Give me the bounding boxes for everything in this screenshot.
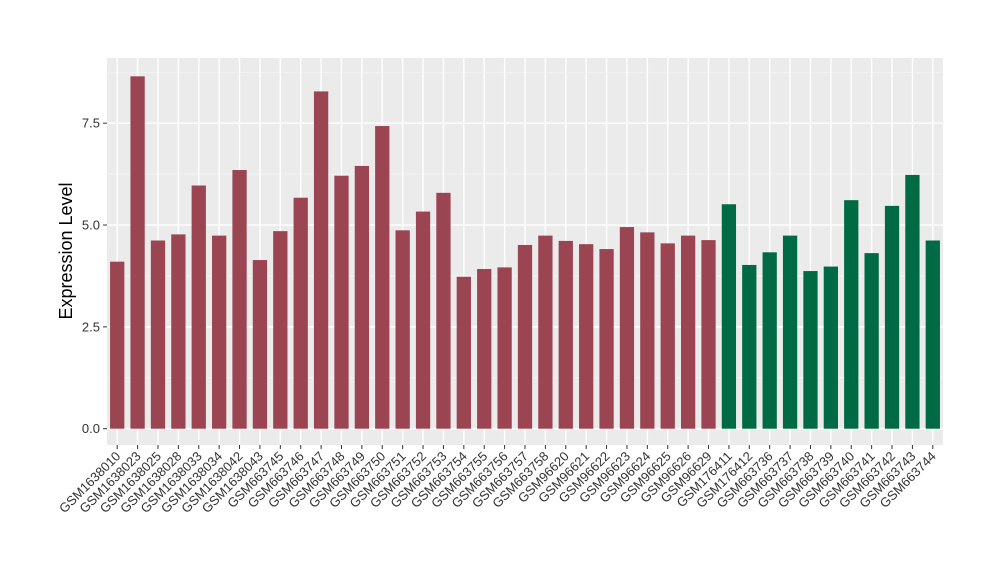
bar	[619, 227, 635, 429]
bar	[252, 260, 268, 429]
bar	[334, 175, 349, 429]
bar	[823, 266, 838, 429]
bar	[110, 261, 125, 429]
bar	[640, 232, 655, 429]
bar	[497, 267, 512, 429]
bar	[171, 234, 186, 429]
bar	[538, 235, 553, 429]
bar	[762, 252, 777, 429]
bar	[925, 240, 940, 429]
bar	[680, 235, 696, 429]
bar	[313, 91, 329, 429]
bar	[579, 244, 594, 429]
y-axis-title: Expression Level	[56, 182, 76, 319]
bar	[782, 235, 798, 429]
bar	[884, 205, 900, 429]
bar	[395, 230, 410, 429]
y-tick-label: 5.0	[82, 218, 100, 233]
y-tick-label: 2.5	[82, 319, 100, 334]
bar	[415, 211, 431, 429]
y-tick-label: 0.0	[82, 421, 100, 436]
bar	[864, 253, 879, 429]
bar	[905, 174, 920, 429]
bar	[721, 204, 737, 429]
bars	[110, 76, 940, 429]
bar	[212, 235, 227, 429]
bar	[844, 200, 859, 429]
y-axis: 0.0 2.5 5.0 7.5	[82, 116, 107, 436]
bar	[375, 126, 390, 429]
bar	[599, 249, 614, 429]
bar	[232, 170, 247, 429]
bar	[517, 244, 533, 429]
bar	[701, 240, 716, 429]
bar	[803, 271, 818, 429]
x-axis: GSM1638010GSM1638023GSM1638025GSM1638028…	[56, 445, 939, 516]
bar	[456, 276, 471, 429]
bar	[660, 243, 675, 429]
bar	[191, 185, 206, 429]
bar	[558, 240, 573, 429]
bar	[477, 269, 492, 429]
bar	[354, 165, 370, 429]
y-tick-label: 7.5	[82, 116, 100, 131]
bar	[293, 197, 308, 429]
bar	[130, 76, 145, 429]
bar	[273, 231, 288, 429]
bar	[742, 264, 757, 429]
bar	[436, 192, 451, 429]
bar	[150, 240, 166, 429]
